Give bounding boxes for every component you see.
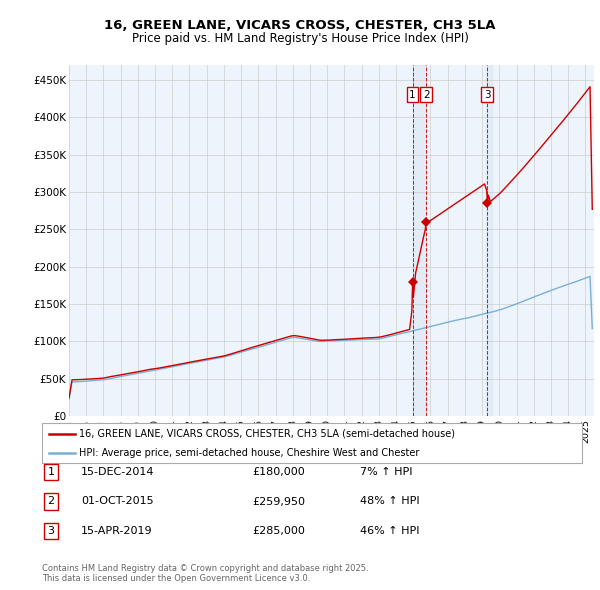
Text: Price paid vs. HM Land Registry's House Price Index (HPI): Price paid vs. HM Land Registry's House … (131, 32, 469, 45)
Text: 48% ↑ HPI: 48% ↑ HPI (360, 497, 419, 506)
Text: 3: 3 (484, 90, 490, 100)
Text: 2: 2 (47, 497, 55, 506)
Text: 16, GREEN LANE, VICARS CROSS, CHESTER, CH3 5LA (semi-detached house): 16, GREEN LANE, VICARS CROSS, CHESTER, C… (79, 429, 455, 439)
Text: 2: 2 (423, 90, 430, 100)
Text: 1: 1 (47, 467, 55, 477)
Text: 16, GREEN LANE, VICARS CROSS, CHESTER, CH3 5LA: 16, GREEN LANE, VICARS CROSS, CHESTER, C… (104, 19, 496, 32)
Text: £285,000: £285,000 (252, 526, 305, 536)
Text: 01-OCT-2015: 01-OCT-2015 (81, 497, 154, 506)
Text: 3: 3 (47, 526, 55, 536)
Text: 15-DEC-2014: 15-DEC-2014 (81, 467, 155, 477)
Text: 1: 1 (409, 90, 416, 100)
Text: 7% ↑ HPI: 7% ↑ HPI (360, 467, 413, 477)
Text: 46% ↑ HPI: 46% ↑ HPI (360, 526, 419, 536)
Text: £180,000: £180,000 (252, 467, 305, 477)
Text: Contains HM Land Registry data © Crown copyright and database right 2025.
This d: Contains HM Land Registry data © Crown c… (42, 563, 368, 583)
Text: £259,950: £259,950 (252, 497, 305, 506)
Bar (486, 65, 492, 416)
Text: HPI: Average price, semi-detached house, Cheshire West and Chester: HPI: Average price, semi-detached house,… (79, 448, 419, 458)
Bar (413, 65, 426, 416)
Text: 15-APR-2019: 15-APR-2019 (81, 526, 152, 536)
